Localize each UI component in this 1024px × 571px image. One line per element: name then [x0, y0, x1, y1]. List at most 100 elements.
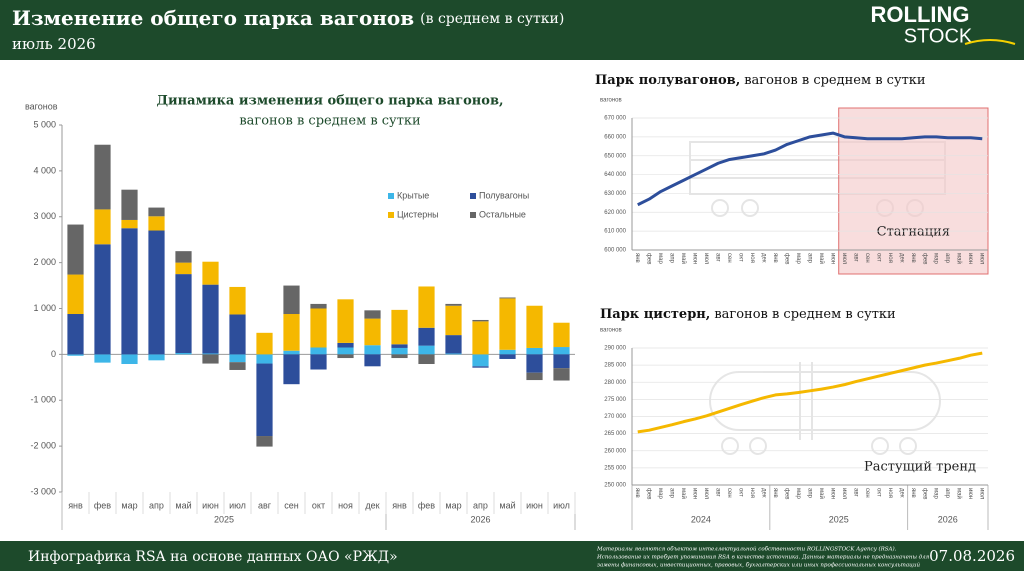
x-tick-label: окт — [312, 500, 325, 510]
x-tick-label: июн — [829, 253, 835, 264]
legend-label: Остальные — [479, 209, 526, 219]
y-tick-label: 640 000 — [604, 172, 626, 178]
title-rest: вагонов в среднем в сутки — [744, 73, 925, 88]
x-tick-label: ноя — [887, 488, 893, 498]
bar-segment — [256, 354, 273, 364]
bar-segment — [94, 209, 111, 245]
bar-segment — [337, 354, 354, 359]
x-tick-label: июл — [703, 488, 709, 500]
bar-segment — [310, 347, 327, 355]
x-tick-label: окт — [738, 488, 744, 497]
x-tick-label: ноя — [887, 253, 893, 263]
bar-segment — [391, 344, 408, 348]
bar-segment — [499, 298, 516, 350]
x-tick-label: июл — [841, 488, 847, 500]
bar-segment — [526, 354, 543, 373]
x-tick-label: июн — [967, 253, 973, 264]
x-tick-label: июл — [229, 500, 246, 510]
bar-segment — [337, 299, 354, 343]
x-tick-label: янв — [392, 500, 407, 510]
bar-segment — [121, 228, 138, 355]
bar-segment — [283, 354, 300, 385]
bar-segment — [67, 274, 84, 315]
bar-segment — [364, 310, 381, 319]
x-tick-label: окт — [738, 253, 744, 262]
chart-title: Парк цистерн, вагонов в среднем в сутки — [600, 307, 896, 322]
x-tick-label: дек — [760, 253, 766, 263]
y-tick-label: 1 000 — [33, 303, 56, 313]
x-tick-label: янв — [910, 488, 916, 498]
bar-segment — [472, 321, 489, 355]
y-tick-label: 255 000 — [604, 465, 626, 471]
bar-segment — [94, 244, 111, 355]
y-tick-label: -3 000 — [30, 486, 56, 496]
highlight-region — [838, 107, 989, 275]
y-tick-label: -2 000 — [30, 441, 56, 451]
logo-top: ROLLING — [871, 2, 970, 27]
title-rest: вагонов в среднем в сутки — [714, 307, 895, 322]
x-tick-label: янв — [634, 253, 640, 263]
bar-segment — [202, 353, 219, 355]
bar-segment — [283, 350, 300, 355]
x-tick-label: мар — [795, 488, 801, 499]
y-tick-label: 3 000 — [33, 211, 56, 221]
bar-segment — [364, 318, 381, 346]
x-tick-label: апр — [473, 500, 488, 510]
x-tick-label: апр — [944, 488, 950, 499]
x-tick-label: июл — [979, 488, 985, 500]
x-tick-label: май — [680, 488, 687, 499]
bar-segment — [94, 144, 111, 210]
chart-subtitle: вагонов в среднем в сутки — [239, 114, 420, 129]
x-tick-label: ноя — [749, 488, 755, 498]
legend-label: Полувагоны — [479, 190, 529, 200]
bar-segment — [229, 362, 246, 370]
x-group-label: 2024 — [691, 514, 711, 524]
bar-segment — [148, 230, 165, 355]
x-tick-label: сен — [864, 488, 870, 498]
logo-bottom: STOCK — [904, 25, 973, 47]
x-tick-label: фев — [921, 253, 927, 264]
bar-segment — [553, 368, 570, 381]
x-tick-label: фев — [783, 253, 789, 264]
x-tick-label: сен — [864, 253, 870, 263]
x-group-label: 2026 — [938, 514, 958, 524]
x-tick-label: авг — [852, 253, 858, 263]
x-tick-label: июн — [202, 500, 219, 510]
period: июль 2026 — [12, 35, 96, 53]
bar-segment — [445, 303, 462, 306]
title-main: Парк полувагонов, — [595, 73, 740, 88]
x-tick-label: сен — [284, 500, 299, 510]
x-tick-label: авг — [715, 253, 721, 263]
x-tick-label: мар — [121, 500, 137, 510]
x-tick-label: дек — [898, 253, 904, 263]
chart-title: Динамика изменения общего парка вагонов, — [156, 94, 503, 109]
x-tick-label: янв — [634, 488, 640, 498]
x-tick-label: май — [818, 253, 825, 264]
x-tick-label: ноя — [338, 500, 353, 510]
x-tick-label: авг — [852, 488, 858, 498]
x-tick-label: дек — [365, 500, 379, 510]
x-tick-label: май — [499, 500, 515, 510]
y-tick-label: 260 000 — [604, 448, 626, 454]
bar-segment — [256, 332, 273, 355]
footer-source: Инфографика RSA на основе данных ОАО «РЖ… — [28, 549, 398, 565]
bar-segment — [337, 347, 354, 355]
x-tick-label: июл — [841, 253, 847, 265]
bar-segment — [499, 354, 516, 359]
x-group-label: 2026 — [470, 514, 490, 524]
x-tick-label: мар — [933, 488, 939, 499]
x-tick-label: апр — [669, 488, 675, 499]
x-tick-label: мар — [657, 253, 663, 264]
y-axis-label: вагонов — [600, 98, 622, 104]
x-tick-label: мар — [933, 253, 939, 264]
y-tick-label: 620 000 — [604, 210, 626, 216]
bar-segment — [391, 309, 408, 345]
chart-title: Парк полувагонов, вагонов в среднем в сут… — [595, 73, 926, 88]
x-tick-label: июл — [703, 253, 709, 265]
bar-segment — [175, 352, 192, 355]
bar-segment — [148, 354, 165, 361]
bar-segment — [499, 349, 516, 355]
x-tick-label: мар — [657, 488, 663, 499]
bar-segment — [121, 189, 138, 220]
x-tick-label: дек — [898, 488, 904, 498]
